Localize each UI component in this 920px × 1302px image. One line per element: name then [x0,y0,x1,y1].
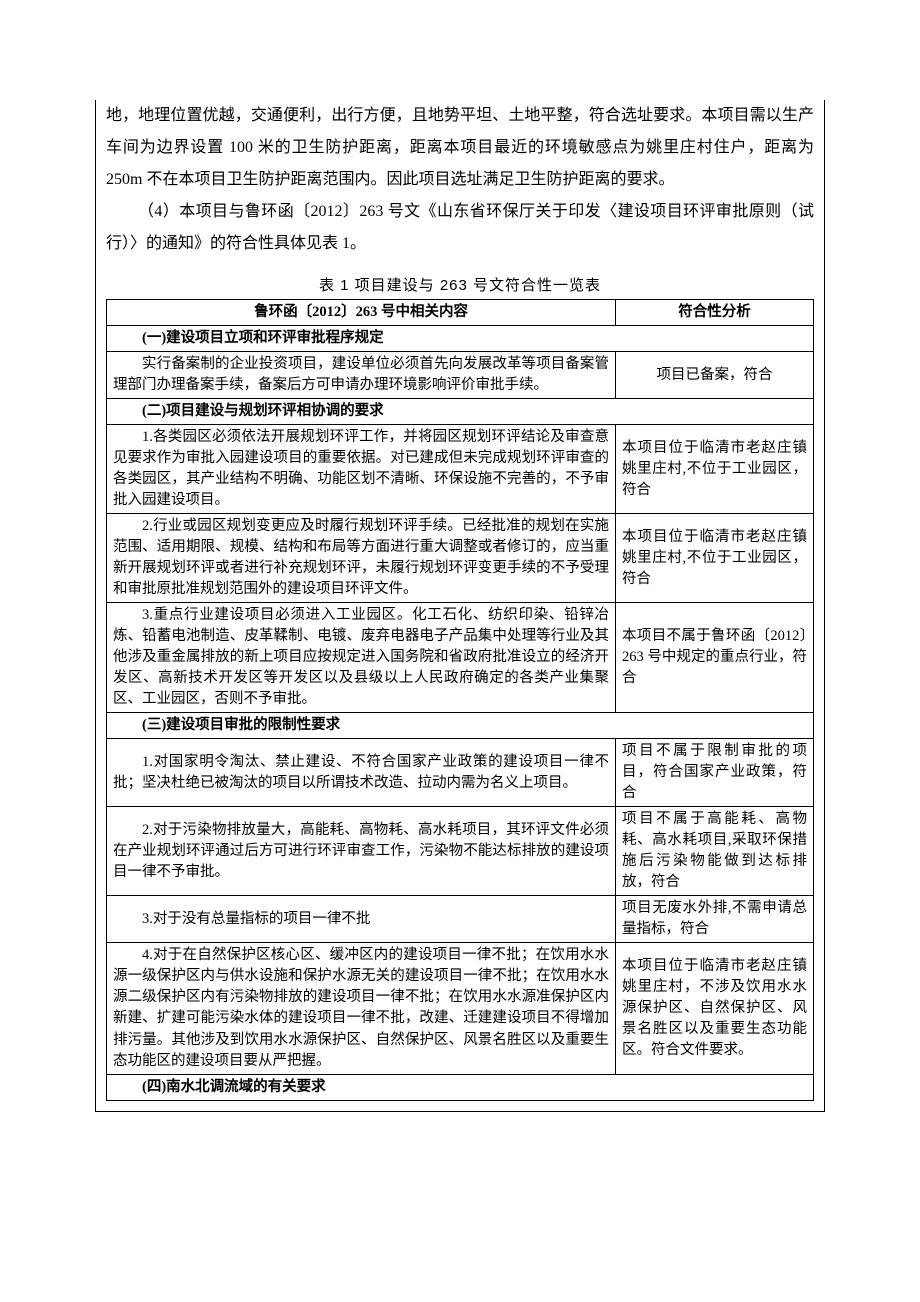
rule-cell: 2.行业或园区规划变更应及时履行规划环评手续。已经批准的规划在实施范围、适用期限… [107,514,616,603]
rule-cell: 3.重点行业建设项目必须进入工业园区。化工石化、纺织印染、铅锌冶炼、铅蓄电池制造… [107,603,616,713]
section-heading: (一)建设项目立项和环评审批程序规定 [107,326,814,352]
section-heading: (三)建设项目审批的限制性要求 [107,713,814,739]
table-body: (一)建设项目立项和环评审批程序规定实行备案制的企业投资项目，建设单位必须首先向… [107,326,814,1101]
table-row: 2.对于污染物排放量大，高能耗、高物耗、高水耗项目，其环评文件必须在产业规划环评… [107,807,814,896]
rule-cell: 2.对于污染物排放量大，高能耗、高物耗、高水耗项目，其环评文件必须在产业规划环评… [107,807,616,896]
table-header-row: 鲁环函〔2012〕263 号中相关内容 符合性分析 [107,300,814,326]
section-heading: (二)项目建设与规划环评相协调的要求 [107,399,814,425]
compliance-table: 鲁环函〔2012〕263 号中相关内容 符合性分析 (一)建设项目立项和环评审批… [106,299,814,1101]
table-row: 3.重点行业建设项目必须进入工业园区。化工石化、纺织印染、铅锌冶炼、铅蓄电池制造… [107,603,814,713]
rule-cell: 1.对国家明令淘汰、禁止建设、不符合国家产业政策的建设项目一律不批；坚决杜绝已被… [107,739,616,807]
table-row: 1.对国家明令淘汰、禁止建设、不符合国家产业政策的建设项目一律不批；坚决杜绝已被… [107,739,814,807]
paragraph-2: （4）本项目与鲁环函〔2012〕263 号文《山东省环保厅关于印发〈建设项目环评… [106,196,814,260]
section-heading: (四)南水北调流域的有关要求 [107,1074,814,1100]
header-right: 符合性分析 [616,300,814,326]
content-frame: 地，地理位置优越，交通便利，出行方便，且地势平坦、土地平整，符合选址要求。本项目… [95,100,825,1112]
analysis-cell: 本项目位于临清市老赵庄镇姚里庄村,不位于工业园区，符合 [616,514,814,603]
analysis-cell: 本项目位于临清市老赵庄镇姚里庄村，不涉及饮用水水源保护区、自然保护区、风景名胜区… [616,943,814,1074]
table-row: 4.对于在自然保护区核心区、缓冲区内的建设项目一律不批；在饮用水水源一级保护区内… [107,943,814,1074]
rule-cell: 1.各类园区必须依法开展规划环评工作，并将园区规划环评结论及审查意见要求作为审批… [107,425,616,514]
section-heading-row: (三)建设项目审批的限制性要求 [107,713,814,739]
analysis-cell: 项目已备案，符合 [616,352,814,399]
rule-cell: 4.对于在自然保护区核心区、缓冲区内的建设项目一律不批；在饮用水水源一级保护区内… [107,943,616,1074]
table-row: 实行备案制的企业投资项目，建设单位必须首先向发展改革等项目备案管理部门办理备案手… [107,352,814,399]
analysis-cell: 项目无废水外排,不需申请总量指标，符合 [616,896,814,943]
table-caption: 表 1 项目建设与 263 号文符合性一览表 [106,274,814,295]
analysis-cell: 项目不属于高能耗、高物耗、高水耗项目,采取环保措施后污染物能做到达标排放，符合 [616,807,814,896]
table-row: 3.对于没有总量指标的项目一律不批项目无废水外排,不需申请总量指标，符合 [107,896,814,943]
header-left: 鲁环函〔2012〕263 号中相关内容 [107,300,616,326]
analysis-cell: 本项目不属于鲁环函〔2012〕263 号中规定的重点行业，符合 [616,603,814,713]
section-heading-row: (一)建设项目立项和环评审批程序规定 [107,326,814,352]
page: 地，地理位置优越，交通便利，出行方便，且地势平坦、土地平整，符合选址要求。本项目… [0,0,920,1172]
analysis-cell: 项目不属于限制审批的项目，符合国家产业政策，符合 [616,739,814,807]
rule-cell: 3.对于没有总量指标的项目一律不批 [107,896,616,943]
analysis-cell: 本项目位于临清市老赵庄镇姚里庄村,不位于工业园区，符合 [616,425,814,514]
section-heading-row: (二)项目建设与规划环评相协调的要求 [107,399,814,425]
rule-cell: 实行备案制的企业投资项目，建设单位必须首先向发展改革等项目备案管理部门办理备案手… [107,352,616,399]
paragraph-1: 地，地理位置优越，交通便利，出行方便，且地势平坦、土地平整，符合选址要求。本项目… [106,100,814,196]
section-heading-row: (四)南水北调流域的有关要求 [107,1074,814,1100]
table-row: 2.行业或园区规划变更应及时履行规划环评手续。已经批准的规划在实施范围、适用期限… [107,514,814,603]
table-row: 1.各类园区必须依法开展规划环评工作，并将园区规划环评结论及审查意见要求作为审批… [107,425,814,514]
